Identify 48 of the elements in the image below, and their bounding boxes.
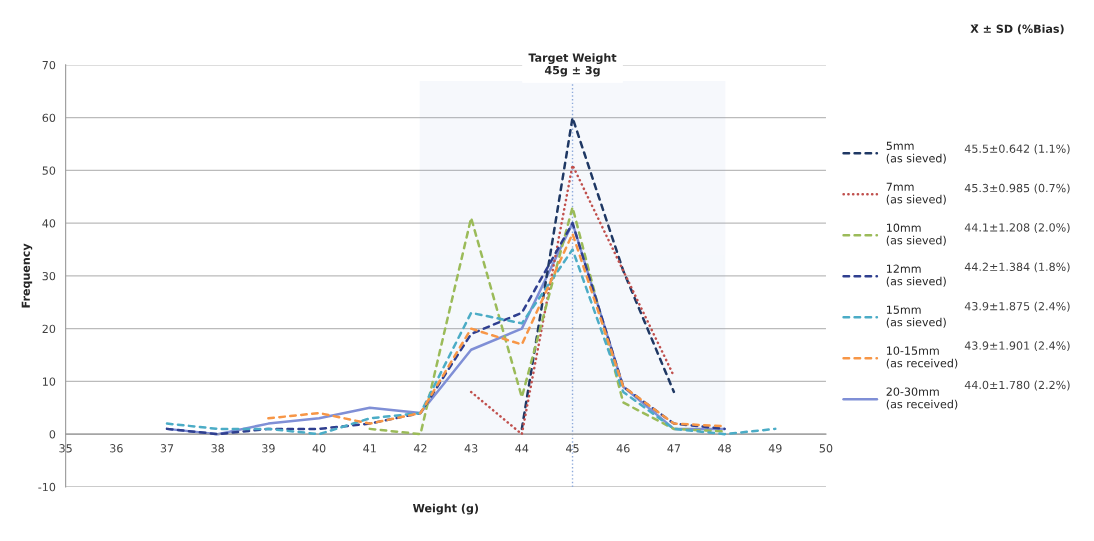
x-tick-label: 48 bbox=[718, 444, 731, 453]
text: 44.0±1.780 (2.2%) bbox=[964, 380, 1070, 391]
legend-label: 7mm (as sieved) bbox=[886, 182, 946, 205]
x-tick-label: 42 bbox=[413, 444, 427, 453]
x-tick-label: 43 bbox=[464, 444, 478, 453]
legend-label: 20-30mm (as received) bbox=[886, 387, 958, 410]
line-series bbox=[165, 221, 726, 436]
x-tick-label: 41 bbox=[363, 444, 376, 453]
legend-label: 10mm (as sieved) bbox=[886, 223, 946, 246]
x-tick-label: 37 bbox=[160, 444, 174, 453]
x-tick-label: 44 bbox=[515, 444, 529, 453]
legend-label: 15mm (as sieved) bbox=[886, 305, 946, 328]
legend-label: 12mm (as sieved) bbox=[886, 264, 946, 287]
x-tick-label: 49 bbox=[768, 444, 782, 453]
x-tick-label: 45 bbox=[566, 444, 579, 453]
y-tick-label: 70 bbox=[42, 60, 56, 70]
text: 44.2±1.384 (1.8%) bbox=[964, 262, 1070, 273]
y-tick-label: 40 bbox=[42, 219, 56, 228]
text: 43.9±1.875 (2.4%) bbox=[964, 301, 1070, 312]
line-series bbox=[368, 206, 726, 436]
text: X̄ ± SD (%Bias) bbox=[970, 24, 1064, 35]
line-series bbox=[165, 248, 777, 436]
y-tick-label: -10 bbox=[38, 482, 56, 492]
y-tick-label: 60 bbox=[42, 113, 56, 123]
x-axis-title: Weight (g) bbox=[412, 503, 479, 515]
band-label: Target Weight 45g ± 3g bbox=[528, 53, 617, 77]
text: 45.3±0.985 (0.7%) bbox=[964, 183, 1070, 194]
text: 43.9±1.901 (2.4%) bbox=[964, 341, 1070, 352]
x-tick-label: 46 bbox=[616, 444, 630, 453]
line-series bbox=[520, 116, 676, 431]
legend-label: 5mm (as sieved) bbox=[886, 141, 946, 164]
line-series bbox=[469, 163, 676, 436]
x-tick-label: 47 bbox=[667, 444, 681, 453]
y-tick-label: 20 bbox=[42, 324, 56, 334]
y-tick-label: 50 bbox=[42, 166, 56, 175]
y-tick-label: 0 bbox=[49, 430, 56, 439]
text: 44.1±1.208 (2.0%) bbox=[964, 223, 1070, 233]
y-axis-title: Frequency bbox=[21, 243, 33, 308]
legend-label: 10-15mm (as received) bbox=[886, 346, 958, 369]
text: 45.5±0.642 (1.1%) bbox=[964, 144, 1070, 155]
y-tick-label: 30 bbox=[42, 271, 56, 281]
x-tick-label: 35 bbox=[59, 444, 72, 453]
x-tick-label: 36 bbox=[110, 444, 123, 453]
y-tick-label: 10 bbox=[43, 377, 56, 386]
x-tick-label: 38 bbox=[211, 444, 225, 453]
x-tick-label: 40 bbox=[312, 444, 326, 453]
x-tick-label: 39 bbox=[262, 444, 275, 453]
x-tick-label: 50 bbox=[819, 444, 833, 453]
